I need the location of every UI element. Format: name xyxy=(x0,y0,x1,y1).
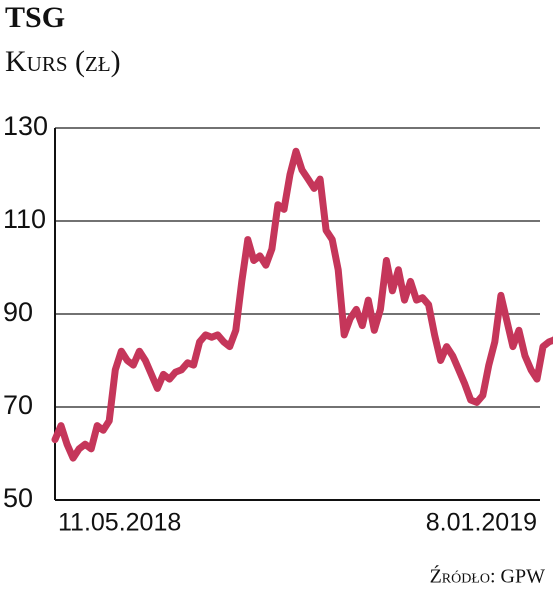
y-tick-label: 70 xyxy=(3,390,33,420)
y-tick-label: 130 xyxy=(3,111,48,141)
price-line xyxy=(51,147,553,462)
x-tick-label: 8.01.2019 xyxy=(426,509,537,537)
y-tick-label: 110 xyxy=(3,204,46,234)
chart-title: TSG xyxy=(5,1,65,34)
source: Źródło: GPW xyxy=(430,565,546,588)
y-tick-label: 90 xyxy=(3,297,33,327)
chart-subtitle: Kurs (zł) xyxy=(5,45,121,78)
y-tick-label: 50 xyxy=(3,483,33,513)
x-tick-label: 11.05.2018 xyxy=(58,509,181,537)
